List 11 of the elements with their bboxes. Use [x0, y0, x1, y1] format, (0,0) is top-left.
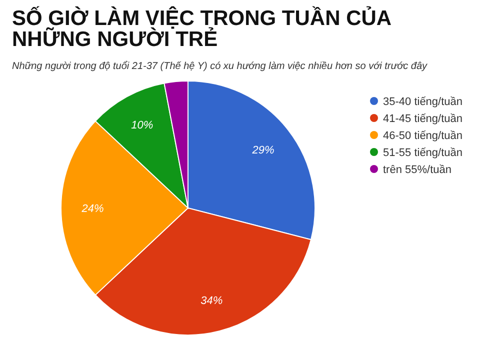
- data-label: 24%: [80, 202, 104, 215]
- data-label: 10%: [131, 119, 154, 132]
- legend-label: 35-40 tiếng/tuần: [383, 96, 463, 108]
- data-label: 29%: [251, 144, 274, 156]
- legend-label: 41-45 tiếng/tuần: [383, 113, 463, 125]
- chart-title: SỐ GIỜ LÀM VIỆC TRONG TUẦN CỦA NHỮNG NGƯỜI TRẺ: [12, 6, 392, 51]
- legend-label: trên 55%/tuần: [383, 164, 452, 176]
- legend-label: 46-50 tiếng/tuần: [383, 130, 463, 142]
- chart-subtitle: Những người trong độ tuổi 21-37 (Thế hệ Y) có xu hướng làm việc nhiều hơn so với trước đây: [12, 60, 428, 72]
- legend-label: 51-55 tiếng/tuần: [383, 147, 463, 159]
- data-label: 34%: [200, 295, 223, 308]
